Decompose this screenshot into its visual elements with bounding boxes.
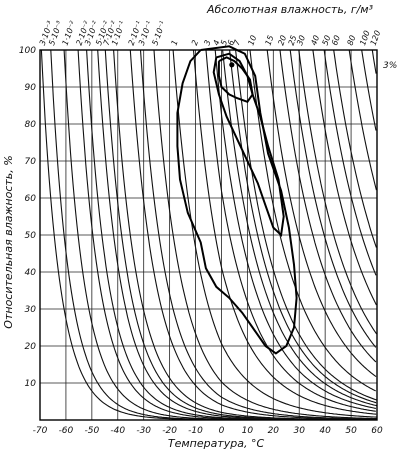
y-tick-label-2: 30 [25,305,37,315]
top-tick-label-28: 120 [369,29,383,46]
top-tick-label-24: 50 [321,34,333,47]
top-tick-label-21: 25 [287,34,299,47]
x-tick-label-8: 10 [242,426,254,436]
top-tick-label-26: 80 [346,34,358,47]
top-tick-label-11: 1 [170,39,180,47]
top-tick-label-14: 4 [212,39,222,47]
contour-line-2 [217,56,254,103]
abs-humidity-curve-15 [222,49,378,407]
abs-humidity-curve-28 [371,49,377,74]
y-tick-label-1: 20 [25,342,37,352]
x-tick-label-0: -70 [33,426,48,436]
top-tick-label-12: 2 [190,39,200,47]
abs-humidity-curve-26 [348,49,377,191]
tick-labels: -70 -60 -50 -40 -30 -20 -10 0 10 20 30 40 50 60 10 20 30… [19,46,383,436]
top-tick-label-15: 5 [219,39,229,47]
abs-humidity-curve-17 [235,49,378,401]
y-tick-label-8: 90 [25,83,37,93]
y-axis-title: Относительная влажность, % [2,155,15,328]
abs-humidity-curve-11 [172,49,377,418]
x-tick-label-2: -50 [84,426,99,436]
abs-humidity-curve-27 [361,49,377,131]
abs-humidity-curve-10 [153,49,377,420]
y-tick-label-7: 80 [25,120,37,130]
x-tick-label-12: 50 [345,426,357,436]
axis-frame [39,49,378,421]
center-marker [229,62,235,68]
top-tick-label-22: 30 [295,34,307,47]
abs-humidity-curve-22 [298,49,378,335]
x-tick-label-10: 30 [294,426,306,436]
x-tick-label-3: -40 [110,426,125,436]
y-tick-label-5: 60 [25,194,37,204]
x-axis-title: Температура, °С [168,437,265,450]
abs-humidity-curve-23 [312,49,377,306]
abs-humidity-curve-24 [323,49,377,276]
abs-humidity-curve-19 [266,49,377,378]
abs-humidity-curve-21 [289,49,377,348]
top-tick-label-23: 40 [309,34,321,47]
x-tick-label-6: -10 [188,426,203,436]
x-tick-label-7: 0 [219,426,225,436]
x-tick-label-11: 40 [319,426,331,436]
top-tick-label-17: 7 [232,38,243,47]
abs-humidity-curve-8 [129,49,377,420]
abs-humidity-curve-20 [279,49,377,363]
x-tick-label-5: -20 [162,426,177,436]
top-tick-label-13: 3 [202,39,212,47]
x-tick-label-4: -30 [136,426,151,436]
top-tick-labels: 3·10⁻³5·10⁻³1·10⁻²2·10⁻²3·10⁻²5·10⁻²7·10… [38,19,383,47]
abs-humidity-curve-13 [205,49,376,412]
top-axis-title: Абсолютная влажность, г/м³ [206,3,374,16]
abs-humidity-curve-9 [139,49,377,420]
x-tick-label-9: 20 [268,426,280,436]
y-tick-label-6: 70 [25,157,37,167]
abs-humidity-curve-18 [249,49,376,392]
x-tick-label-1: -60 [59,426,74,436]
abs-humidity-curve-14 [214,49,376,409]
abs-humidity-curve-16 [229,49,377,404]
top-tick-label-19: 15 [264,34,276,47]
top-tick-label-25: 60 [330,34,342,47]
y-tick-label-4: 50 [25,231,37,241]
top-tick-label-16: 6 [226,39,236,47]
abs-humidity-curve-12 [192,49,377,415]
y-tick-label-0: 10 [25,379,37,389]
abs-humidity-curve-25 [333,49,377,248]
plot-border [39,49,378,421]
x-tick-label-13: 60 [371,426,383,436]
top-tick-label-20: 20 [276,34,288,47]
contours-layer [176,45,298,355]
y-tick-label-3: 40 [25,268,37,278]
top-tick-label-18: 10 [246,34,258,47]
y-tick-label-9: 100 [19,46,36,56]
percent-annotation: 3% [383,61,397,71]
